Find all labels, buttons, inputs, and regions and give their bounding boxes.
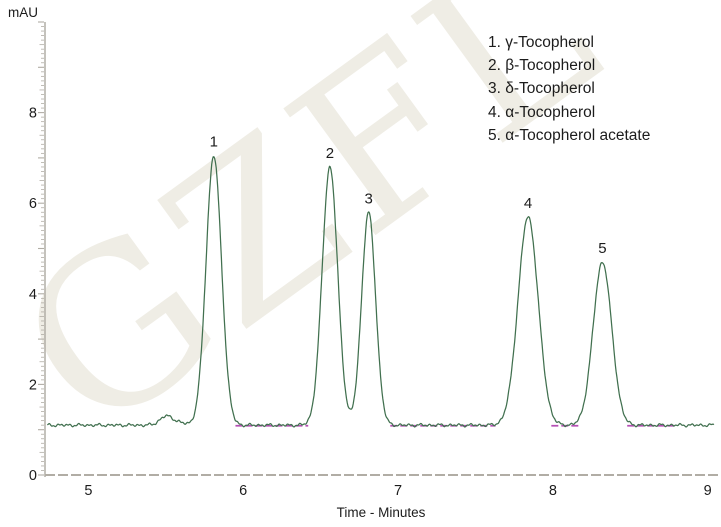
legend-item: 4. α-Tocopherol	[488, 103, 596, 121]
legend-item: 3. δ-Tocopherol	[488, 80, 595, 98]
legend-item: 1. γ-Tocopherol	[488, 34, 594, 51]
x-tick-label: 7	[394, 483, 402, 499]
x-tick-label: 6	[239, 483, 247, 499]
y-tick-label: 6	[29, 196, 37, 212]
y-tick-label: 4	[29, 287, 37, 303]
x-tick-label: 8	[549, 483, 557, 499]
peak-legend: 1. γ-Tocopherol 2. β-Tocopherol 3. δ-Toc…	[488, 31, 650, 147]
peak-label: 4	[524, 195, 532, 212]
legend-item: 5. α-Tocopherol acetate	[488, 126, 651, 144]
x-axis-title: Time - Minutes	[336, 505, 426, 520]
chromatogram-trace	[46, 156, 715, 428]
peak-label: 3	[364, 190, 372, 207]
x-tick-label: 9	[704, 483, 712, 499]
y-tick-label: 2	[29, 377, 37, 393]
y-tick-label: 0	[29, 468, 37, 484]
peak-label: 2	[326, 145, 334, 162]
x-tick-label: 5	[84, 483, 92, 499]
peak-label: 5	[598, 240, 606, 257]
y-axis-title: mAU	[8, 5, 38, 20]
legend-item: 2. β-Tocopherol	[488, 57, 596, 75]
peak-label: 1	[210, 134, 218, 151]
y-tick-label: 8	[29, 106, 37, 122]
